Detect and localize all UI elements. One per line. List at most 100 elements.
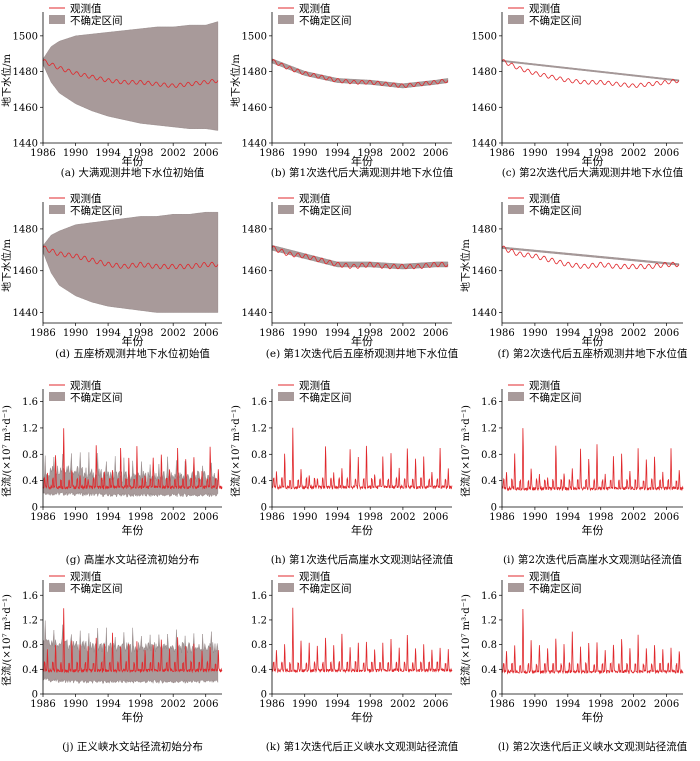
panel-caption: (f) 第2次迭代后五座桥观测井地下水位值 — [497, 347, 688, 360]
uncertainty-band — [42, 21, 219, 131]
y-tick-label: 1480 — [242, 224, 267, 235]
y-tick-label: 0.8 — [251, 640, 267, 651]
y-tick-label: 1.6 — [481, 591, 497, 602]
panel-f: 1986 1990 1994 1998 2002 2006 1440 1460 1480地下水位… — [459, 192, 688, 360]
x-tick-label: 1986 — [259, 148, 284, 159]
x-tick-label: 2002 — [160, 512, 185, 523]
y-axis-label: 径流/(×10⁷ m³·d⁻¹) — [229, 405, 242, 497]
y-tick-label: 0.4 — [481, 476, 497, 487]
y-tick-label: 0.8 — [22, 450, 38, 461]
y-axis-label: 地下水位/m — [459, 239, 472, 292]
panel-j: 1986 1990 1994 1998 2002 2006 0 0.4 0.8 1.2 1.6 径流/… — [0, 570, 223, 753]
legend-swatch-band — [49, 15, 65, 24]
legend-label-observed: 观测值 — [529, 192, 561, 205]
y-axis-label: 地下水位/m — [0, 239, 13, 292]
x-tick-label: 1994 — [555, 699, 580, 710]
x-tick-label: 2002 — [621, 148, 646, 159]
panel-b: 1986 1990 1994 1998 2002 2006 1440 1460 1480 1500… — [229, 2, 454, 179]
x-tick-label: 2006 — [654, 699, 679, 710]
y-tick-label: 1480 — [472, 67, 497, 78]
x-axis-label: 年份 — [351, 710, 373, 724]
uncertainty-band — [42, 211, 219, 313]
y-tick-label: 1.2 — [251, 423, 267, 434]
x-tick-label: 1990 — [63, 148, 88, 159]
x-tick-label: 1990 — [292, 328, 317, 339]
x-tick-label: 1994 — [555, 148, 580, 159]
x-tick-label: 2006 — [423, 148, 448, 159]
x-tick-label: 2006 — [193, 512, 218, 523]
x-tick-label: 1998 — [357, 328, 382, 339]
panel-k: 1986 1990 1994 1998 2002 2006 0 0.4 0.8 1.2 1.6 年份 (… — [251, 570, 459, 753]
x-tick-label: 1986 — [30, 512, 55, 523]
panel-caption: (b) 第1次迭代后大满观测井地下水位值 — [271, 166, 454, 179]
legend-label-band: 不确定区间 — [529, 204, 582, 217]
legend-swatch-band — [49, 583, 65, 592]
legend-swatch-band — [278, 205, 294, 214]
observed-line — [271, 59, 449, 88]
x-tick-label: 1994 — [555, 512, 580, 523]
x-tick-label: 2006 — [423, 512, 448, 523]
legend-label-observed: 观测值 — [299, 570, 331, 583]
y-tick-label: 1500 — [472, 31, 497, 42]
x-tick-label: 1994 — [325, 148, 350, 159]
x-tick-label: 1986 — [489, 512, 514, 523]
legend-swatch-band — [278, 583, 294, 592]
uncertainty-band — [271, 58, 449, 89]
x-tick-label: 1998 — [128, 512, 153, 523]
x-tick-label: 2002 — [390, 328, 415, 339]
legend-swatch-band — [49, 392, 65, 401]
y-tick-label: 0.4 — [251, 665, 267, 676]
x-tick-label: 2006 — [193, 328, 218, 339]
legend-label-band: 不确定区间 — [299, 391, 352, 404]
x-axis-label: 年份 — [582, 154, 604, 168]
legend-swatch-band — [49, 205, 65, 214]
legend-swatch-band — [508, 205, 524, 214]
x-tick-label: 1990 — [522, 328, 547, 339]
y-axis-label: 径流/(×10⁷ m³·d⁻¹) — [0, 405, 13, 497]
x-tick-label: 1986 — [259, 699, 284, 710]
y-tick-label: 1440 — [13, 308, 38, 319]
x-tick-label: 1994 — [325, 699, 350, 710]
x-tick-label: 1990 — [522, 148, 547, 159]
y-tick-label: 0.4 — [22, 476, 38, 487]
x-tick-label: 2006 — [654, 512, 679, 523]
x-tick-label: 2006 — [193, 148, 218, 159]
legend-label-observed: 观测值 — [299, 379, 331, 392]
y-tick-label: 1480 — [13, 67, 38, 78]
x-axis-label: 年份 — [582, 334, 604, 348]
y-tick-label: 1460 — [472, 103, 497, 114]
panel-h: 1986 1990 1994 1998 2002 2006 0 0.4 0.8 1.2 1.6 径流/… — [229, 379, 454, 566]
observed-line — [42, 608, 223, 674]
observed-line — [42, 59, 219, 88]
legend-swatch-band — [508, 392, 524, 401]
y-tick-label: 1460 — [13, 266, 38, 277]
y-tick-label: 1.2 — [251, 615, 267, 626]
observed-line — [42, 245, 219, 270]
x-axis-label: 年份 — [122, 710, 144, 724]
y-tick-label: 1.6 — [22, 591, 38, 602]
observed-line — [501, 245, 680, 270]
x-axis-label: 年份 — [582, 710, 604, 724]
x-tick-label: 2006 — [654, 148, 679, 159]
y-tick-label: 1460 — [242, 266, 267, 277]
y-axis-label: 地下水位/m — [0, 54, 13, 107]
x-tick-label: 1986 — [259, 512, 284, 523]
x-tick-label: 1990 — [63, 699, 88, 710]
panel-a: 1986 1990 1994 1998 2002 2006 1440 1460 1480 1500… — [0, 2, 222, 179]
legend-label-observed: 观测值 — [529, 570, 561, 583]
x-tick-label: 1990 — [292, 699, 317, 710]
x-tick-label: 1986 — [259, 328, 284, 339]
panel-e: 1986 1990 1994 1998 2002 2006 1440 1460 1480 年份(e… — [242, 192, 459, 360]
observed-line — [271, 245, 449, 270]
panel-caption: (e) 第1次迭代后五座桥观测井地下水位值 — [266, 347, 459, 360]
y-axis-label: 径流/(×10⁷ m³·d⁻¹) — [459, 405, 472, 497]
y-tick-label: 1460 — [472, 266, 497, 277]
x-tick-label: 1998 — [128, 148, 153, 159]
x-tick-label: 1998 — [588, 699, 613, 710]
observed-line — [501, 608, 684, 675]
y-tick-label: 0.8 — [22, 640, 38, 651]
